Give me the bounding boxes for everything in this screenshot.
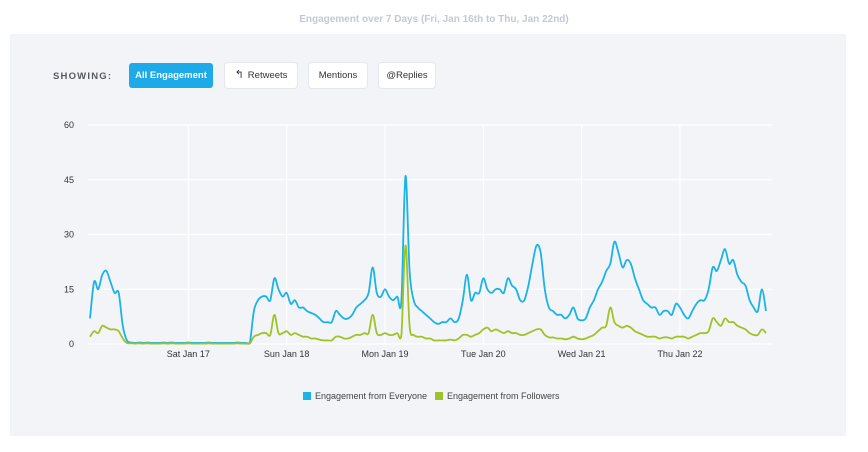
retweet-arrow-icon: ↰ — [234, 69, 244, 81]
filter-label: Retweets — [247, 70, 288, 81]
chart-title: Engagement over 7 Days (Fri, Jan 16th to… — [299, 14, 569, 25]
filter-mentions-button[interactable]: Mentions — [309, 63, 367, 88]
y-tick-label: 15 — [64, 284, 74, 294]
x-tick-label: Thu Jan 22 — [657, 349, 702, 359]
filter-label: Mentions — [318, 70, 358, 81]
legend-swatch — [303, 392, 311, 400]
series-line-everyone — [89, 175, 767, 345]
legend-label: Engagement from Everyone — [315, 391, 428, 401]
showing-label: SHOWING: — [53, 71, 113, 82]
legend-item-followers[interactable]: Engagement from Followers — [435, 391, 560, 401]
engagement-line-chart: 0 15 30 45 60 Sat Jan 17 Sun Jan 18 Mon Jan 19 T… — [64, 120, 772, 359]
y-tick-label: 60 — [64, 120, 74, 130]
filter-label: @Replies — [386, 70, 428, 81]
x-tick-label: Sun Jan 18 — [264, 349, 310, 359]
series-line-followers — [89, 244, 767, 345]
filter-label: All Engagement — [135, 70, 207, 81]
y-tick-label: 45 — [64, 175, 74, 185]
legend-item-everyone[interactable]: Engagement from Everyone — [303, 391, 427, 401]
filter-replies-button[interactable]: @Replies — [379, 63, 435, 88]
filter-all-engagement-button[interactable]: All Engagement — [129, 63, 213, 88]
x-tick-label: Tue Jan 20 — [461, 349, 506, 359]
x-tick-label: Sat Jan 17 — [167, 349, 210, 359]
y-tick-label: 30 — [64, 230, 74, 240]
legend-label: Engagement from Followers — [447, 391, 560, 401]
legend-swatch — [435, 392, 443, 400]
x-tick-label: Wed Jan 21 — [558, 349, 606, 359]
x-tick-label: Mon Jan 19 — [361, 349, 408, 359]
filter-retweets-button[interactable]: ↰ Retweets — [225, 63, 297, 88]
y-tick-label: 0 — [69, 339, 74, 349]
